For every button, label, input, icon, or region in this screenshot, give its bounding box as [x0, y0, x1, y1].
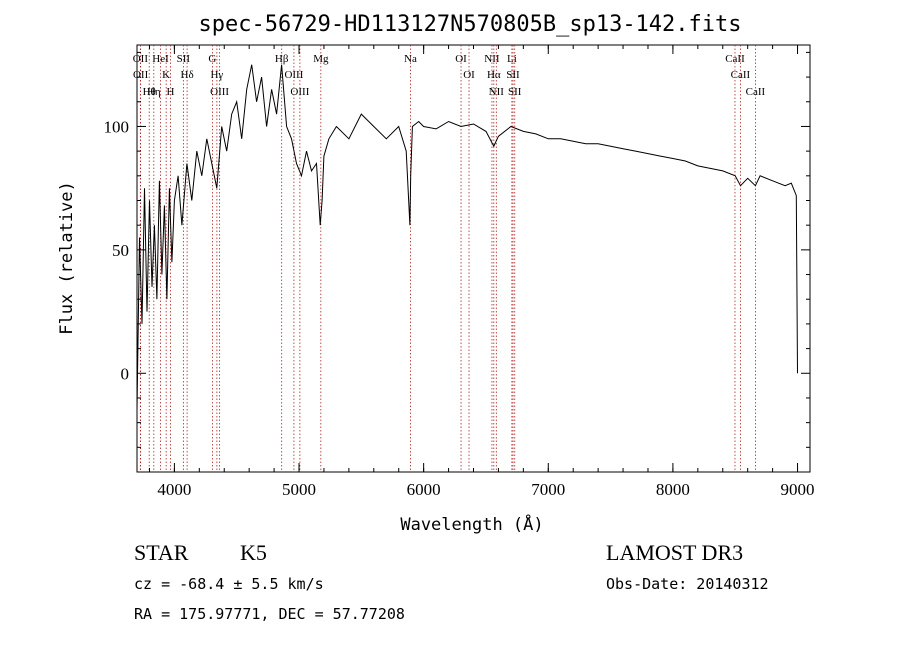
line-label-16: Na [404, 53, 417, 65]
coordinates: RA = 175.97771, DEC = 57.77208 [134, 605, 405, 623]
line-label-4: Hη [147, 86, 161, 98]
line-label-15: Mg [313, 53, 329, 65]
line-label-5: K [162, 69, 170, 81]
emission-line-markers [139, 45, 756, 472]
line-label-25: CaII [731, 69, 751, 81]
line-label-0: Hθ [143, 86, 156, 98]
object-subclass: K5 [240, 540, 267, 565]
x-tick-label-9000: 9000 [781, 480, 815, 499]
line-label-6: H [167, 86, 175, 98]
line-label-7: Hδ [181, 69, 194, 81]
line-label-22: SII [506, 69, 520, 81]
line-label-27: CaII [746, 86, 766, 98]
line-label-3: HeI [152, 53, 169, 65]
line-label-19: Hα [487, 69, 501, 81]
spectrum-line [136, 64, 798, 411]
line-label-8: SII [177, 53, 191, 65]
line-label-24: Li [507, 53, 517, 65]
x-axis-label: Wavelength (Å) [400, 513, 543, 535]
y-tick-label-50: 50 [112, 241, 129, 260]
line-label-14: OIII [290, 86, 309, 98]
x-tick-label-6000: 6000 [407, 480, 441, 499]
line-label-11: G [208, 53, 216, 65]
redshift-value: cz = -68.4 ± 5.5 km/s [134, 575, 324, 593]
line-label-26: CaII [725, 53, 745, 65]
line-label-17: OI [455, 53, 467, 65]
x-tick-label-4000: 4000 [157, 480, 191, 499]
y-tick-label-100: 100 [104, 117, 130, 136]
y-tick-label-0: 0 [121, 364, 130, 383]
line-label-1: OII [133, 53, 149, 65]
x-tick-label-8000: 8000 [656, 480, 690, 499]
line-label-21: NII [489, 86, 505, 98]
chart-title: spec-56729-HD113127N570805B_sp13-142.fit… [198, 12, 741, 37]
line-label-2: OII [133, 69, 149, 81]
line-label-18: OI [463, 69, 475, 81]
line-label-13: OIII [284, 69, 303, 81]
line-label-23: SII [508, 86, 522, 98]
object-class: STAR [134, 540, 189, 565]
line-label-9: OIII [210, 86, 229, 98]
line-label-12: Hβ [275, 53, 289, 65]
x-tick-label-7000: 7000 [531, 480, 565, 499]
x-tick-label-5000: 5000 [282, 480, 316, 499]
survey-name: LAMOST DR3 [606, 540, 743, 565]
y-axis-label: Flux (relative) [57, 181, 77, 335]
line-label-10: Hγ [210, 69, 223, 81]
x-axis-ticks: 4000 5000 6000 7000 8000 9000 [148, 45, 815, 499]
y-axis-ticks: 0 50 100 [104, 51, 810, 448]
observation-date: Obs-Date: 20140312 [606, 575, 769, 593]
line-label-20: NII [484, 53, 500, 65]
